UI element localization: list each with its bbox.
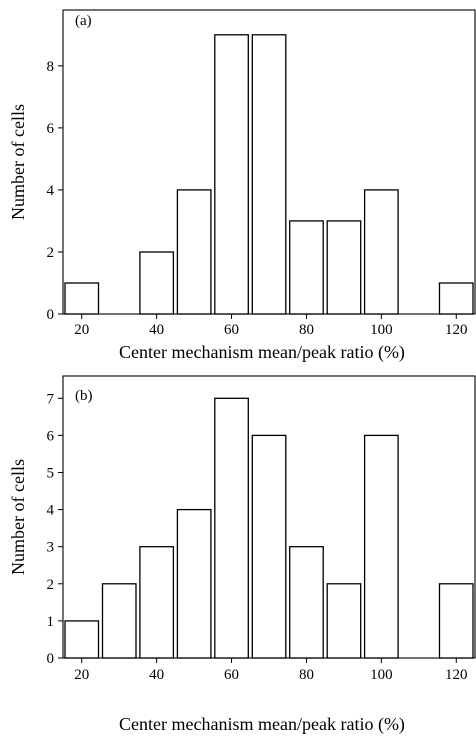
panel-a-x-tick-label-120: 120: [445, 322, 468, 338]
panel-b-bar-40: [139, 546, 175, 659]
panel-b-y-axis-title: Number of cells: [8, 459, 28, 575]
panel-a: (a) Center mechanism mean/peak ratio (%)…: [8, 9, 476, 363]
panel-b-bars: [64, 397, 474, 659]
panel-a-bar-20: [64, 282, 100, 315]
panel-a-bar-100: [363, 189, 399, 315]
panel-a-y-axis-title: Number of cells: [8, 104, 28, 220]
panel-b-bar-80: [289, 546, 324, 659]
panel-a-bars: [64, 34, 474, 315]
panel-a-x-tick-label-20: 20: [74, 322, 89, 338]
panel-b-bar-20: [64, 620, 100, 659]
panel-a-y-tick-label-6: 6: [47, 121, 55, 137]
panel-b-y-tick-label-0: 0: [47, 651, 55, 667]
panel-a-bar-70: [251, 34, 287, 315]
panel-b-y-tick-label-2: 2: [47, 577, 55, 593]
panel-b-x-tick-label-120: 120: [445, 667, 468, 683]
panel-b-y-tick-label-6: 6: [47, 428, 55, 444]
panel-b-bar-90: [326, 583, 362, 659]
panel-b-x-tick-label-40: 40: [149, 667, 164, 683]
panel-a-y-tick-label-0: 0: [47, 307, 55, 323]
panel-b-label: (b): [75, 388, 93, 404]
panel-b-y-ticks: 0 1 2 3 4 5 6 7: [47, 391, 63, 667]
panel-a-bar-120: [438, 282, 474, 315]
panel-b-bar-70: [251, 434, 287, 659]
panel-b-bar-100: [363, 434, 399, 659]
panel-a-bar-90: [326, 220, 362, 315]
panel-b-y-tick-label-5: 5: [47, 465, 55, 481]
panel-b-y-tick-label-4: 4: [47, 503, 55, 519]
panel-b-x-tick-label-80: 80: [299, 667, 314, 683]
panel-b-y-tick-label-3: 3: [47, 540, 55, 556]
panel-b-bar-50: [176, 508, 212, 659]
panel-a-y-tick-label-2: 2: [47, 245, 55, 261]
panel-b-x-tick-label-60: 60: [224, 667, 239, 683]
panel-b-bar-30: [101, 583, 137, 659]
panel-a-bar-50: [176, 189, 212, 315]
panel-b-x-tick-label-100: 100: [370, 667, 393, 683]
panel-a-x-tick-label-40: 40: [149, 322, 164, 338]
panel-b-y-tick-label-7: 7: [47, 391, 55, 407]
panel-b-x-tick-label-20: 20: [74, 667, 89, 683]
panel-b-bar-120: [438, 583, 474, 659]
panel-a-x-tick-label-60: 60: [224, 322, 239, 338]
panel-b-bar-60: [214, 397, 249, 659]
panel-a-bar-60: [214, 34, 249, 315]
panel-a-y-ticks: 0 2 4 6 8: [47, 59, 63, 323]
panel-a-x-axis-title: Center mechanism mean/peak ratio (%): [119, 342, 405, 363]
panel-a-bar-80: [289, 220, 324, 315]
panel-a-x-tick-label-100: 100: [370, 322, 393, 338]
panel-b: (b) Center mechanism mean/peak ratio (%)…: [8, 375, 476, 735]
panel-b-y-tick-label-1: 1: [47, 614, 55, 630]
panel-b-x-ticks: 20 40 60 80 100 120: [74, 658, 468, 683]
panel-b-x-axis-title: Center mechanism mean/peak ratio (%): [119, 714, 405, 735]
panel-a-y-tick-label-8: 8: [47, 59, 55, 75]
panel-a-x-ticks: 20 40 60 80 100 120: [74, 314, 468, 338]
panel-a-x-tick-label-80: 80: [299, 322, 314, 338]
panel-a-bar-40: [139, 251, 175, 315]
panel-a-label: (a): [75, 13, 92, 29]
panel-a-y-tick-label-4: 4: [47, 183, 55, 199]
